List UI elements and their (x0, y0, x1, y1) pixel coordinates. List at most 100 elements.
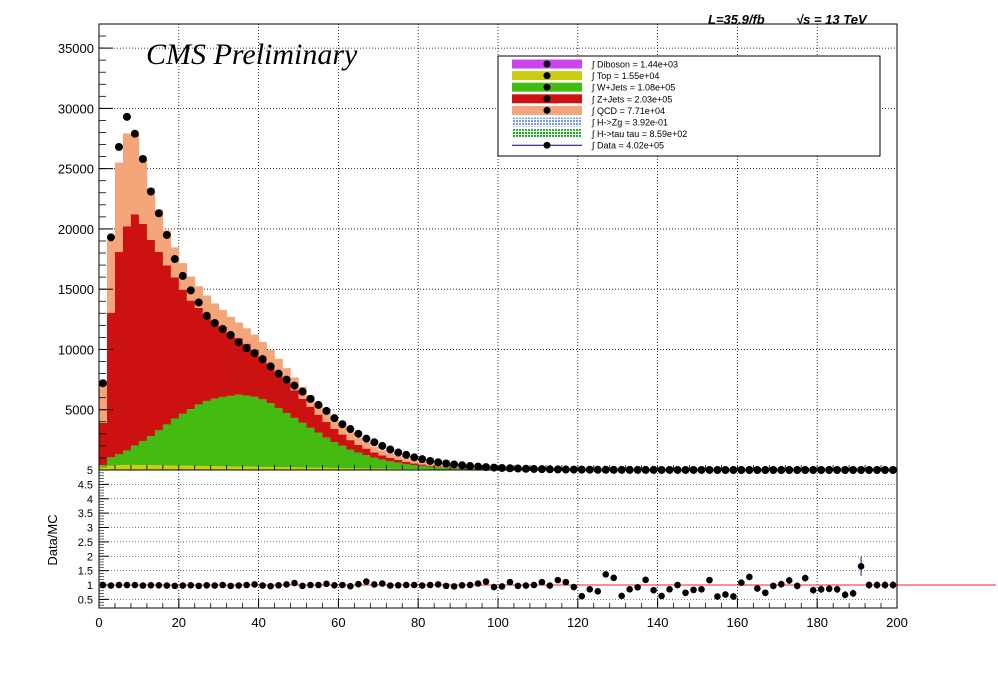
data-point (266, 362, 275, 371)
ratio-point (251, 581, 258, 588)
ratio-point (841, 591, 849, 599)
histogram-bar-w-jets (338, 445, 347, 469)
ratio-point (466, 581, 474, 589)
histogram-bar-z-jets (338, 434, 347, 446)
histogram-bar-w-jets (346, 449, 355, 469)
ratio-point (211, 582, 219, 589)
ratio-point (315, 581, 322, 589)
data-point (553, 465, 562, 474)
histogram-bar-w-jets (426, 466, 435, 470)
legend-swatch-h-zg (512, 117, 582, 127)
histogram-bar-qcd (378, 450, 387, 456)
x-tick-label: 140 (647, 615, 669, 630)
histogram-bar-qcd (154, 209, 164, 252)
histogram-bar-z-jets (122, 226, 132, 451)
histogram-bar-z-jets (306, 406, 315, 428)
histogram-bar-top (146, 465, 156, 470)
x-tick-label: 80 (411, 615, 425, 630)
histogram-bar-w-jets (322, 437, 331, 468)
ratio-point (562, 578, 570, 586)
x-tick-label: 160 (727, 615, 749, 630)
legend-label-w-jets: ∫ W+Jets = 1.08e+05 (591, 83, 675, 93)
ratio-point (626, 586, 633, 593)
ratio-point (442, 582, 450, 590)
histogram-bar-qcd (122, 133, 132, 227)
ratio-point (498, 583, 506, 590)
data-point (218, 324, 227, 333)
histogram-bar-z-jets (162, 265, 172, 425)
data-point (170, 255, 179, 264)
y-tick-label: 1.5 (78, 566, 93, 578)
ratio-point (865, 581, 873, 589)
ratio-point (139, 582, 147, 589)
ratio-point (578, 592, 586, 600)
ratio-point (546, 582, 554, 589)
ratio-point (538, 578, 546, 586)
y-tick-label: 2 (87, 551, 93, 563)
histogram-bar-z-jets (154, 251, 164, 431)
histogram-bar-w-jets (250, 396, 259, 467)
histogram-bar-z-jets (218, 327, 227, 397)
histogram-bar-w-jets (402, 463, 411, 470)
ratio-point (754, 585, 761, 592)
data-point (250, 349, 259, 358)
ratio-point (363, 578, 370, 585)
histogram-bar-z-jets (266, 364, 275, 404)
histogram-bar-z-jets (322, 422, 331, 438)
histogram-bar-qcd (99, 384, 108, 423)
histogram-bar-z-jets (394, 459, 403, 463)
histogram-bar-w-jets (170, 418, 180, 466)
histogram-bar-w-jets (282, 412, 291, 468)
ratio-point (195, 582, 203, 590)
ratio-point (147, 581, 155, 589)
data-point (466, 462, 475, 471)
ratio-point (785, 577, 793, 584)
ratio-point (722, 591, 729, 598)
luminosity-label: L=35.9/fb (708, 12, 765, 27)
histogram-bar-qcd (282, 368, 291, 382)
histogram-bar-z-jets (370, 452, 379, 458)
data-point (370, 438, 379, 447)
data-point (282, 375, 291, 384)
histogram-bar-top (266, 466, 275, 470)
ratio-point (554, 576, 562, 584)
histogram-bar-z-jets (386, 457, 395, 462)
data-point (474, 462, 483, 471)
ratio-point (642, 576, 649, 584)
histogram-bar-top (106, 465, 116, 470)
data-point (497, 463, 506, 472)
histogram-bar-w-jets (226, 395, 235, 467)
ratio-point (227, 582, 234, 590)
ratio-point (283, 581, 290, 588)
ratio-point (889, 581, 897, 589)
ratio-point (849, 590, 857, 597)
ratio-point (179, 582, 187, 589)
histogram-bar-z-jets (186, 300, 196, 410)
data-point (418, 455, 427, 464)
legend-marker-data (543, 141, 551, 149)
histogram-bar-z-jets (298, 398, 307, 423)
data-point (194, 298, 203, 307)
histogram-bar-z-jets (314, 414, 323, 433)
histogram-bar-top (162, 465, 172, 470)
histogram-bar-qcd (370, 446, 379, 453)
data-point (402, 450, 411, 459)
histogram-bar-z-jets (442, 467, 451, 468)
histogram-bar-top (138, 465, 148, 470)
data-point (458, 461, 467, 470)
y-tick-label: 30000 (58, 101, 94, 116)
histogram-bar-top (306, 467, 315, 470)
histogram-bar-w-jets (106, 457, 116, 466)
data-point (226, 330, 235, 339)
histogram-bar-qcd (258, 341, 267, 358)
data-point (98, 379, 107, 388)
histogram-bar-top (274, 467, 283, 470)
histogram-bar-z-jets (354, 444, 363, 453)
histogram-bar-qcd (250, 334, 259, 350)
data-point (298, 387, 307, 396)
histogram-bar-qcd (354, 437, 363, 445)
histogram-bar-qcd (234, 322, 243, 339)
y-tick-label: 4 (87, 494, 93, 506)
ratio-point (426, 581, 434, 589)
histogram-bar-top (99, 467, 108, 470)
